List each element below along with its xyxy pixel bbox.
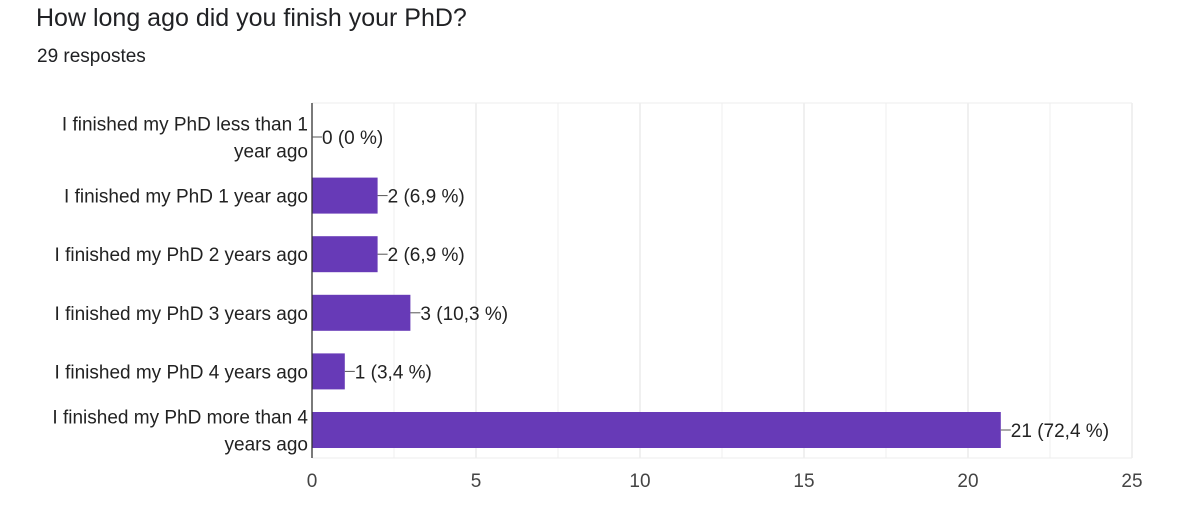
category-label: I finished my PhD 3 years ago xyxy=(55,304,308,325)
data-label: 2 (6,9 %) xyxy=(388,187,465,208)
data-label: 0 (0 %) xyxy=(322,128,383,149)
data-label: 21 (72,4 %) xyxy=(1011,421,1109,442)
gridlines xyxy=(311,102,1133,459)
response-count: 29 respostes xyxy=(37,46,146,67)
x-tick-label: 0 xyxy=(307,471,318,492)
category-label: years ago xyxy=(225,435,308,456)
category-label: I finished my PhD less than 1 xyxy=(62,115,308,136)
x-tick-label: 15 xyxy=(793,471,814,492)
bar[interactable] xyxy=(312,236,378,273)
category-label: I finished my PhD 2 years ago xyxy=(55,245,308,266)
category-label: I finished my PhD 1 year ago xyxy=(64,187,308,208)
bar[interactable] xyxy=(312,353,345,390)
labels: 0 (0 %) I finished my PhD less than 1 year… xyxy=(52,115,1109,456)
x-tick-label: 20 xyxy=(957,471,978,492)
category-label: year ago xyxy=(234,142,308,163)
data-label: 1 (3,4 %) xyxy=(355,362,432,383)
category-label: I finished my PhD 4 years ago xyxy=(55,362,308,383)
x-tick-label: 25 xyxy=(1121,471,1142,492)
category-label: I finished my PhD more than 4 xyxy=(52,408,308,429)
bar[interactable] xyxy=(312,294,411,331)
data-label: 3 (10,3 %) xyxy=(420,304,508,325)
bars xyxy=(312,177,1001,448)
chart-title: How long ago did you finish your PhD? xyxy=(36,4,467,32)
bar[interactable] xyxy=(312,412,1001,448)
x-tick-label: 10 xyxy=(629,471,650,492)
x-tick-label: 5 xyxy=(471,471,482,492)
data-label: 2 (6,9 %) xyxy=(388,245,465,266)
bar[interactable] xyxy=(312,177,378,214)
axes: 0 5 10 15 20 25 xyxy=(307,103,1143,492)
